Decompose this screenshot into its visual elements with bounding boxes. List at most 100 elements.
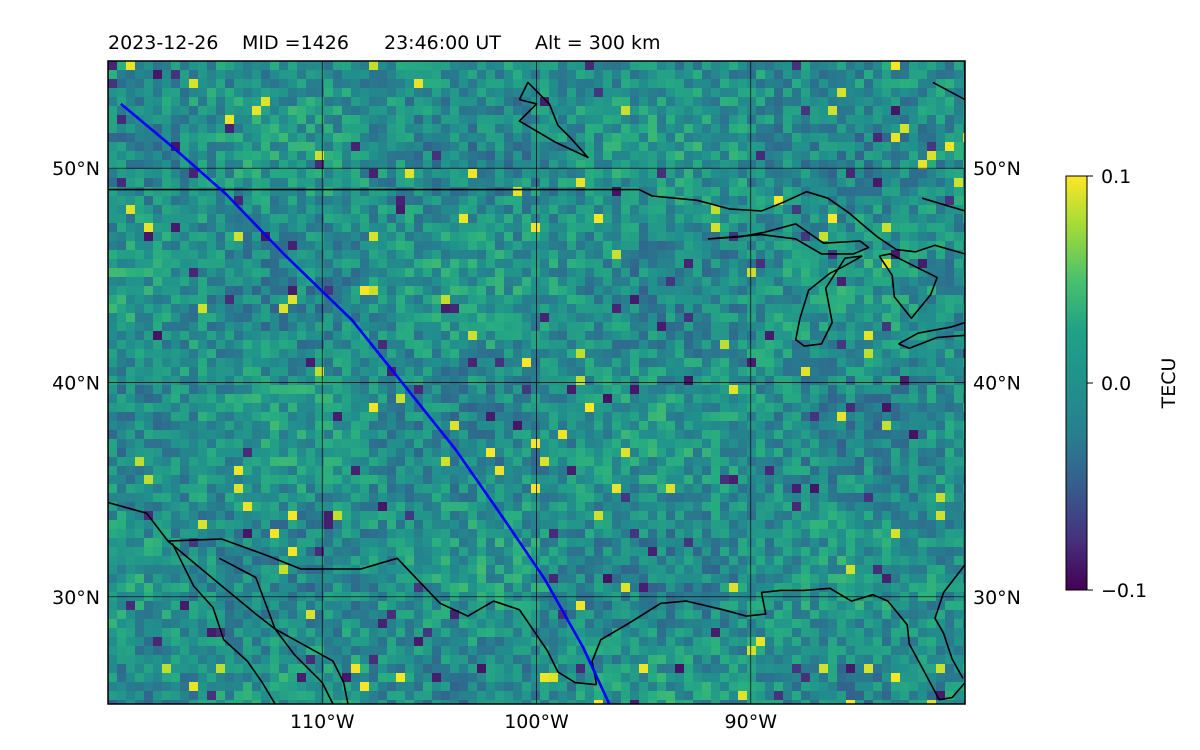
- heatmap-cell: [126, 232, 136, 242]
- heatmap-cell: [621, 88, 631, 98]
- heatmap-cell: [576, 160, 586, 170]
- heatmap-cell: [180, 502, 190, 512]
- heatmap-cell: [648, 133, 658, 143]
- heatmap-cell: [315, 196, 325, 206]
- heatmap-cell: [441, 142, 451, 152]
- heatmap-cell: [342, 430, 352, 440]
- heatmap-cell: [711, 340, 721, 350]
- heatmap-cell: [531, 187, 541, 197]
- heatmap-cell: [342, 484, 352, 494]
- heatmap-cell: [612, 511, 622, 521]
- heatmap-cell: [567, 358, 577, 368]
- heatmap-cell: [873, 511, 883, 521]
- heatmap-cell: [198, 502, 208, 512]
- heatmap-cell: [765, 70, 775, 80]
- heatmap-cell: [306, 79, 316, 89]
- heatmap-cell: [963, 358, 965, 368]
- heatmap-cell: [810, 106, 820, 116]
- heatmap-cell: [576, 367, 586, 377]
- heatmap-cell: [279, 430, 289, 440]
- heatmap-cell: [603, 475, 613, 485]
- heatmap-cell: [657, 367, 667, 377]
- heatmap-cell: [702, 520, 712, 530]
- heatmap-cell: [315, 106, 325, 116]
- heatmap-cell: [810, 439, 820, 449]
- heatmap-cell: [405, 277, 415, 287]
- heatmap-cell: [927, 358, 937, 368]
- heatmap-cell: [774, 205, 784, 215]
- heatmap-cell: [954, 160, 964, 170]
- heatmap-cell: [765, 268, 775, 278]
- heatmap-cell: [207, 457, 217, 467]
- heatmap-cell: [396, 160, 406, 170]
- heatmap-cell: [477, 430, 487, 440]
- heatmap-cell: [864, 160, 874, 170]
- heatmap-cell: [720, 151, 730, 161]
- heatmap-cell: [720, 196, 730, 206]
- heatmap-cell: [252, 322, 262, 332]
- heatmap-cell: [513, 484, 523, 494]
- heatmap-cell: [585, 475, 595, 485]
- heatmap-cell: [549, 376, 559, 386]
- heatmap-cell: [774, 304, 784, 314]
- heatmap-cell: [144, 358, 154, 368]
- heatmap-cell: [873, 151, 883, 161]
- heatmap-cell: [135, 70, 145, 80]
- heatmap-cell: [945, 250, 955, 260]
- heatmap-cell: [819, 466, 829, 476]
- heatmap-cell: [414, 403, 424, 413]
- heatmap-cell: [108, 520, 118, 530]
- heatmap-cell: [450, 187, 460, 197]
- heatmap-cell: [657, 466, 667, 476]
- heatmap-cell: [423, 475, 433, 485]
- heatmap-cell: [522, 187, 532, 197]
- heatmap-cell: [603, 124, 613, 134]
- heatmap-cell: [684, 142, 694, 152]
- heatmap-cell: [522, 493, 532, 503]
- heatmap-cell: [909, 223, 919, 233]
- heatmap-cell: [594, 232, 604, 242]
- heatmap-cell: [621, 385, 631, 395]
- heatmap-cell: [270, 322, 280, 332]
- heatmap-cell: [531, 259, 541, 269]
- heatmap-cell: [324, 403, 334, 413]
- heatmap-cell: [882, 322, 892, 332]
- heatmap-cell: [198, 295, 208, 305]
- heatmap-cell: [234, 502, 244, 512]
- heatmap-cell: [315, 61, 325, 71]
- heatmap-cell: [414, 520, 424, 530]
- heatmap-cell: [630, 241, 640, 251]
- heatmap-cell: [783, 475, 793, 485]
- heatmap-cell: [162, 493, 172, 503]
- heatmap-cell: [126, 385, 136, 395]
- heatmap-cell: [675, 340, 685, 350]
- heatmap-cell: [837, 106, 847, 116]
- heatmap-cell: [648, 304, 658, 314]
- heatmap-cell: [612, 403, 622, 413]
- heatmap-cell: [243, 232, 253, 242]
- heatmap-cell: [468, 61, 478, 71]
- heatmap-cell: [414, 430, 424, 440]
- heatmap-cell: [558, 295, 568, 305]
- heatmap-cell: [468, 277, 478, 287]
- heatmap-cell: [918, 457, 928, 467]
- heatmap-cell: [468, 151, 478, 161]
- heatmap-cell: [369, 475, 379, 485]
- heatmap-cell: [243, 223, 253, 233]
- heatmap-cell: [756, 205, 766, 215]
- heatmap-cell: [720, 367, 730, 377]
- heatmap-cell: [585, 250, 595, 260]
- heatmap-cell: [774, 322, 784, 332]
- heatmap-cell: [450, 79, 460, 89]
- heatmap-cell: [666, 106, 676, 116]
- heatmap-cell: [378, 223, 388, 233]
- heatmap-cell: [342, 232, 352, 242]
- heatmap-cell: [945, 367, 955, 377]
- heatmap-cell: [792, 232, 802, 242]
- heatmap-cell: [243, 214, 253, 224]
- heatmap-cell: [918, 385, 928, 395]
- heatmap-cell: [477, 340, 487, 350]
- heatmap-cell: [315, 214, 325, 224]
- heatmap-cell: [765, 376, 775, 386]
- heatmap-cell: [522, 286, 532, 296]
